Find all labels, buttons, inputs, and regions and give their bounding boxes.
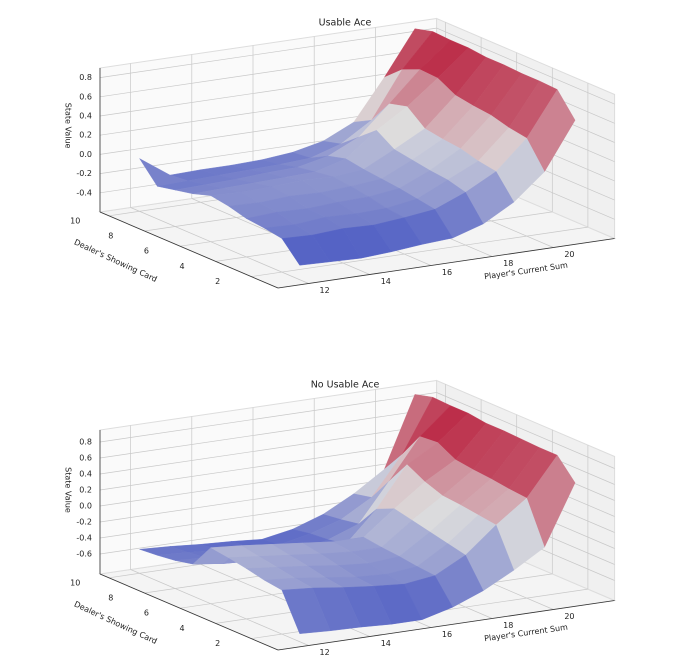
grid-line bbox=[99, 456, 437, 507]
x-tick-label: 12 bbox=[320, 286, 330, 295]
z-tick-label: -0.2 bbox=[76, 518, 92, 527]
y-tick-label: 4 bbox=[179, 262, 184, 271]
z-tick-label: -0.2 bbox=[76, 169, 92, 178]
z-tick-label: 0.6 bbox=[79, 92, 92, 101]
x-tick-label: 18 bbox=[503, 621, 513, 630]
y-tick-label: 10 bbox=[70, 578, 80, 587]
x-axis bbox=[277, 238, 615, 289]
x-tick-label: 14 bbox=[381, 639, 391, 648]
y-axis-label: Dealer's Showing Card bbox=[73, 600, 159, 646]
x-tick-label: 16 bbox=[442, 268, 452, 277]
z-axis-label: State Value bbox=[64, 467, 73, 513]
y-tick-label: 8 bbox=[108, 231, 113, 240]
z-tick-label: 0.2 bbox=[79, 131, 92, 140]
y-tick-label: 2 bbox=[215, 639, 220, 648]
grid-line bbox=[130, 207, 309, 284]
z-axis-label: State Value bbox=[63, 103, 72, 149]
z-tick-label: -0.6 bbox=[76, 550, 92, 559]
y-axis-label: Dealer's Showing Card bbox=[73, 238, 159, 284]
x-axis-label: Player's Current Sum bbox=[484, 261, 569, 282]
y-tick-label: 4 bbox=[179, 624, 184, 633]
y-axis bbox=[99, 573, 279, 651]
grid-line bbox=[436, 27, 615, 105]
x-tick-label: 20 bbox=[564, 250, 574, 259]
z-tick-label: 0.0 bbox=[79, 502, 92, 511]
z-tick-label: 0.8 bbox=[79, 438, 92, 447]
surface-chart: 12 14 16 18 20 2 4 6 8 10 -0.4 -0.2 0.0 0.2 0.4 0.6 0.8 P… bbox=[63, 18, 617, 295]
z-tick-label: 0.0 bbox=[79, 150, 92, 159]
grid-line bbox=[99, 424, 437, 475]
x-axis bbox=[277, 600, 615, 651]
x-tick-label: 18 bbox=[503, 259, 513, 268]
x-tick-label: 12 bbox=[320, 648, 330, 657]
x-tick-label: 16 bbox=[442, 630, 452, 639]
grid-line bbox=[99, 440, 437, 491]
x-tick-label: 20 bbox=[564, 612, 574, 621]
y-axis bbox=[99, 211, 279, 289]
chart-title: No Usable Ace bbox=[311, 380, 380, 391]
grid-line bbox=[99, 27, 437, 78]
y-tick-label: 6 bbox=[144, 609, 149, 618]
grid-line bbox=[99, 66, 437, 117]
y-tick-label: 8 bbox=[108, 593, 113, 602]
grid-line bbox=[436, 392, 615, 469]
surface-patch bbox=[281, 587, 331, 634]
y-tick-label: 2 bbox=[215, 277, 220, 286]
x-tick-label: 14 bbox=[381, 277, 391, 286]
z-tick-label: -0.4 bbox=[76, 188, 92, 197]
surface-patch bbox=[281, 234, 331, 266]
y-tick-label: 10 bbox=[70, 216, 80, 225]
z-tick-label: 0.2 bbox=[79, 486, 92, 495]
grid-line bbox=[99, 392, 437, 443]
grid-line bbox=[251, 226, 588, 277]
grid-line bbox=[130, 569, 309, 646]
y-tick-label: 6 bbox=[144, 247, 149, 256]
x-axis-label: Player's Current Sum bbox=[484, 623, 569, 644]
grid-line bbox=[99, 408, 437, 459]
surface-chart: 12 14 16 18 20 2 4 6 8 10 -0.6 -0.4 -0.2 0.0 0.2 0.4 0.6… bbox=[64, 380, 617, 657]
z-tick-label: -0.4 bbox=[76, 534, 92, 543]
z-tick-label: 0.8 bbox=[79, 73, 92, 82]
chart-title: Usable Ace bbox=[319, 18, 372, 29]
z-tick-label: 0.4 bbox=[79, 112, 92, 121]
grid-line bbox=[99, 46, 437, 98]
z-tick-label: 0.4 bbox=[79, 470, 92, 479]
z-tick-label: 0.6 bbox=[79, 454, 92, 463]
